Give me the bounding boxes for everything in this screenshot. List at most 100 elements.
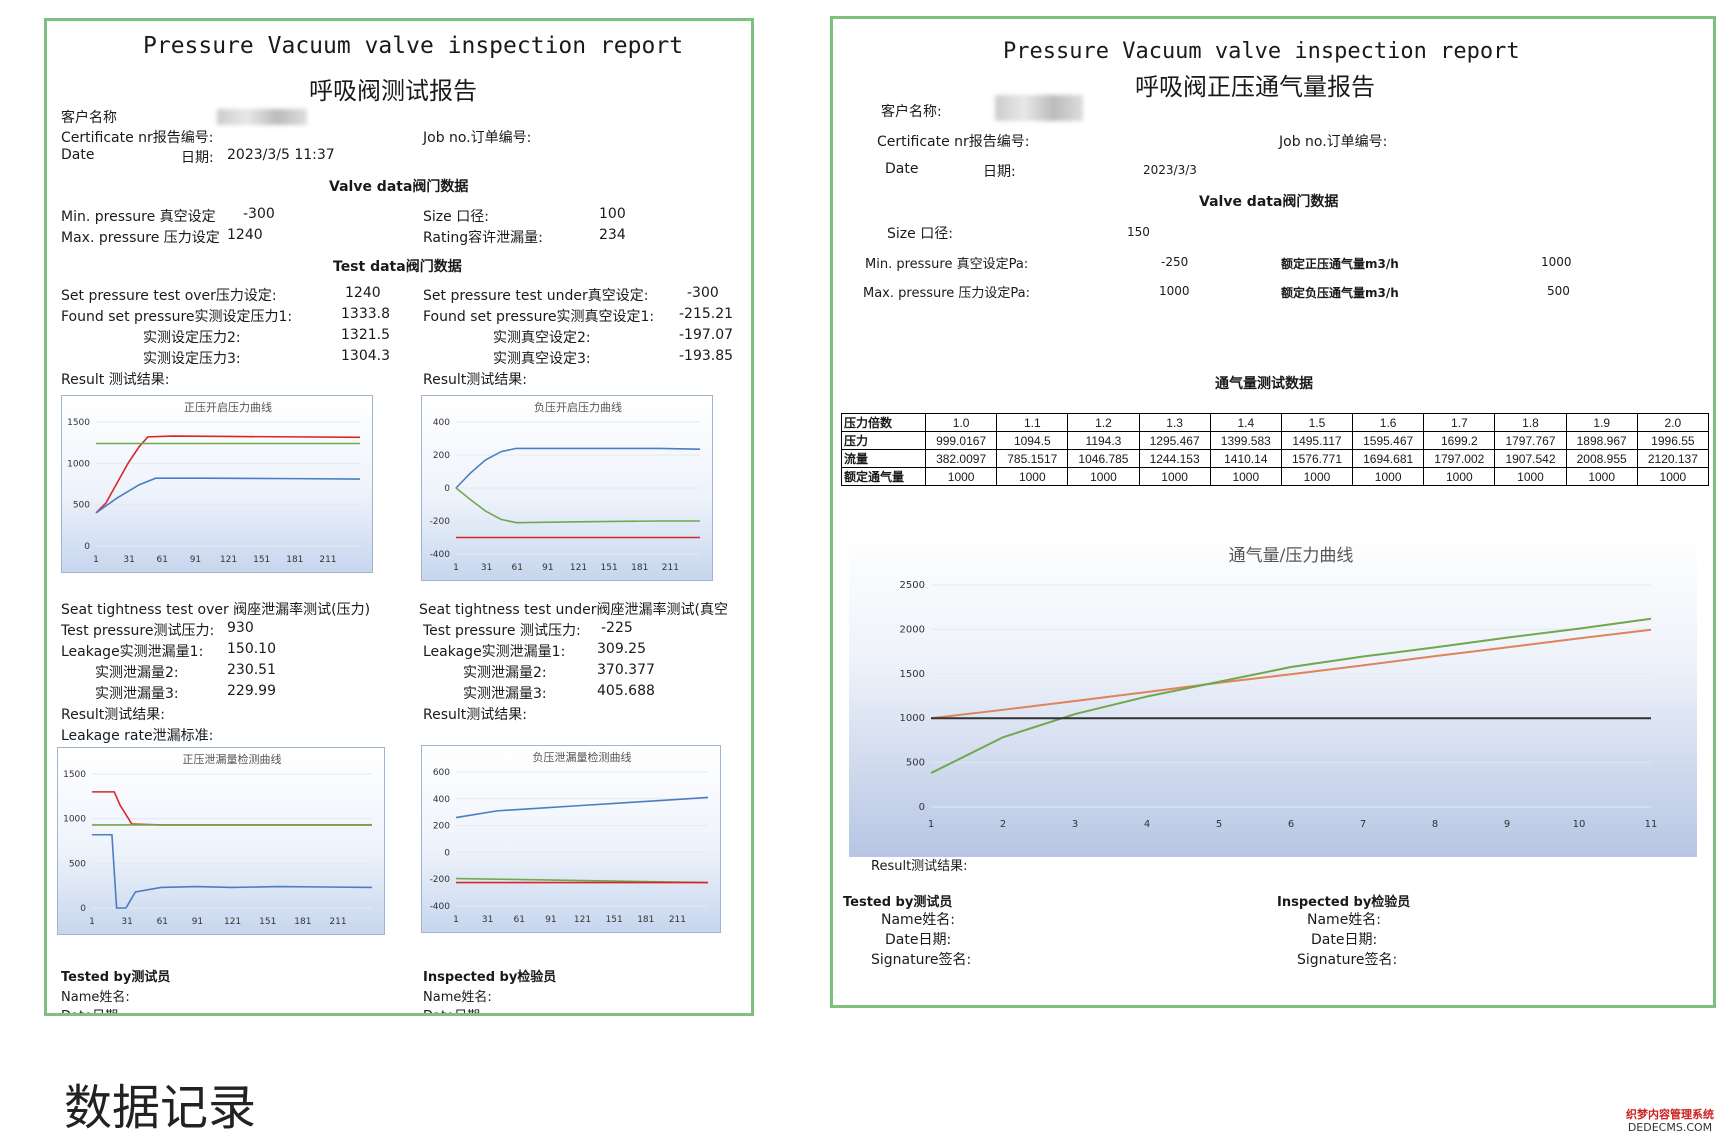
x-tick-label: 91 [190, 555, 201, 565]
table-cell: 1399.583 [1209, 431, 1282, 450]
table-cell: 1244.153 [1138, 449, 1211, 468]
report2-date-label: Date [885, 161, 919, 177]
y-tick-label: -400 [430, 550, 451, 560]
report2-max-pressure-label: Max. pressure 压力设定Pa: [863, 286, 1031, 301]
row-label: 额定通气量 [840, 467, 927, 486]
table-cell: 382.0097 [925, 449, 998, 468]
x-tick-label: 211 [669, 915, 686, 925]
y-tick-label: 1500 [63, 770, 86, 780]
found-over-2: 1321.5 [341, 327, 390, 343]
report-title-en: Pressure Vacuum valve inspection report [143, 33, 684, 59]
x-tick-label: 11 [1645, 819, 1658, 830]
inspection-report-2: Pressure Vacuum valve inspection report … [830, 16, 1716, 1008]
report2-min-pressure-label: Min. pressure 真空设定Pa: [865, 257, 1029, 272]
leak-over-3-label: 实测泄漏量3: [95, 686, 179, 702]
x-tick-label: 1 [453, 915, 459, 925]
table-cell: 1907.542 [1494, 449, 1567, 468]
table-cell: 1046.785 [1067, 449, 1140, 468]
report-title-cn: 呼吸阀测试报告 [309, 77, 477, 105]
result2-label-right: Result测试结果: [423, 707, 527, 723]
row-pressure: 压力 999.0167 1094.5 1194.3 1295.467 1399.583 14… [840, 431, 1710, 450]
row-rated: 额定通气量 1000 1000 1000 1000 1000 1000 1000 1000 100… [840, 467, 1710, 486]
x-tick-label: 61 [512, 563, 523, 573]
y-tick-label: 0 [84, 542, 90, 552]
report2-title-cn: 呼吸阀正压通气量报告 [1135, 73, 1375, 101]
found-under-2: -197.07 [679, 327, 734, 343]
rating-label: Rating容许泄漏量: [423, 230, 543, 246]
report2-customer-redacted [995, 95, 1083, 121]
tested-by-label: Tested by测试员 [61, 970, 171, 985]
x-tick-label: 61 [514, 915, 525, 925]
report2-rated-pos-value: 1000 [1541, 255, 1572, 269]
x-tick-label: 181 [637, 915, 654, 925]
x-tick-label: 31 [121, 917, 132, 927]
table-cell: 999.0167 [925, 431, 998, 450]
series-line [930, 617, 1652, 774]
min-pressure-value: -300 [243, 206, 275, 222]
y-tick-label: 0 [919, 802, 925, 813]
found-over-1: 1333.8 [341, 306, 390, 322]
y-tick-label: 600 [433, 768, 450, 778]
chart-positive-leakage: 正压泄漏量检测曲线 0 500 1000 1500 1 31 61 91 121 151 181 211 [57, 747, 385, 935]
chart-title: 正压泄漏量检测曲线 [183, 752, 282, 766]
x-tick-label: 151 [601, 563, 618, 573]
x-tick-label: 1 [453, 563, 459, 573]
inspected-by-label: Inspected by检验员 [423, 970, 557, 985]
x-tick-label: 1 [928, 819, 934, 830]
x-tick-label: 91 [545, 915, 556, 925]
report2-size-label: Size 口径: [887, 226, 953, 242]
x-tick-label: 10 [1573, 819, 1586, 830]
table-cell: 1410.14 [1209, 449, 1282, 468]
report2-customer-label: 客户名称: [881, 104, 942, 120]
x-tick-label: 91 [542, 563, 553, 573]
series-line [930, 628, 1652, 720]
y-tick-label: 1500 [900, 669, 925, 680]
seat-under-label: Seat tightness test under阀座泄漏率测试(真空 [419, 602, 728, 618]
y-tick-label: -400 [430, 902, 451, 912]
x-tick-label: 121 [220, 555, 237, 565]
chart-svg: 通气量/压力曲线 0 500 1000 1500 2000 2500 1 2 3 4 5 6 7 8 9 10 1… [900, 546, 1658, 830]
y-tick-label: 400 [433, 795, 450, 805]
y-tick-label: 200 [433, 451, 450, 461]
chart-svg: 正压泄漏量检测曲线 0 500 1000 1500 1 31 61 91 121 151 181 211 [63, 752, 373, 927]
x-tick-label: 181 [294, 917, 311, 927]
x-tick-label: 121 [574, 915, 591, 925]
table-cell: 1295.467 [1138, 431, 1211, 450]
date-label: Date [61, 147, 95, 163]
table-cell: 2.0 [1636, 413, 1710, 432]
set-over-label: Set pressure test over压力设定: [61, 288, 277, 304]
watermark: 织梦内容管理系统 DEDECMS.COM [1626, 1108, 1714, 1134]
rating-value: 234 [599, 227, 626, 243]
found-over-3-label: 实测设定压力3: [143, 351, 241, 367]
cut-off-row: Date日期: Date日期: [47, 1005, 751, 1013]
table-cell: 1996.55 [1636, 431, 1710, 450]
table-cell: 1699.2 [1423, 431, 1496, 450]
table-cell: 2008.955 [1565, 449, 1638, 468]
report2-size-value: 150 [1127, 225, 1150, 239]
seat-over-label: Seat tightness test over 阀座泄漏率测试(压力) [61, 602, 371, 618]
watermark-line2: DEDECMS.COM [1627, 1121, 1713, 1134]
series-line [455, 447, 701, 489]
tested-date-label: Date日期: [61, 1005, 122, 1013]
set-under-label: Set pressure test under真空设定: [423, 288, 649, 304]
x-tick-label: 9 [1504, 819, 1510, 830]
chart-title: 负压开启压力曲线 [534, 400, 622, 414]
report2-date-value: 2023/3/3 [1143, 163, 1197, 177]
leak-under-2: 370.377 [597, 662, 655, 678]
table-cell: 1.8 [1494, 413, 1567, 432]
chart-negative-leakage: 负压泄漏量检测曲线 -400 -200 0 200 400 600 1 31 61 91 121 151… [421, 745, 721, 933]
report2-job-label: Job no.订单编号: [1279, 134, 1388, 150]
leak-over-1: 150.10 [227, 641, 276, 657]
row-label: 流量 [840, 449, 927, 468]
chart-positive-opening-pressure: 正压开启压力曲线 0 500 1000 1500 1 31 61 91 121 151 181 211 [61, 395, 373, 573]
x-tick-label: 31 [482, 915, 493, 925]
chart-negative-opening-pressure: 负压开启压力曲线 -400 -200 0 200 400 1 31 61 91 121 151 181 2… [421, 395, 713, 581]
table-cell: 1000 [1067, 467, 1140, 486]
x-tick-label: 211 [662, 563, 679, 573]
x-tick-label: 1 [93, 555, 99, 565]
found-under-1: -215.21 [679, 306, 734, 322]
y-tick-label: 500 [69, 859, 86, 869]
chart-svg: 正压开启压力曲线 0 500 1000 1500 1 31 61 91 121 151 181 211 [67, 400, 361, 565]
flow-data-table: 压力倍数 1.0 1.1 1.2 1.3 1.4 1.5 1.6 1.7 1.8 1.9 2.0 压力 9… [840, 413, 1710, 486]
report2-tested-by-label: Tested by测试员 [843, 895, 953, 910]
